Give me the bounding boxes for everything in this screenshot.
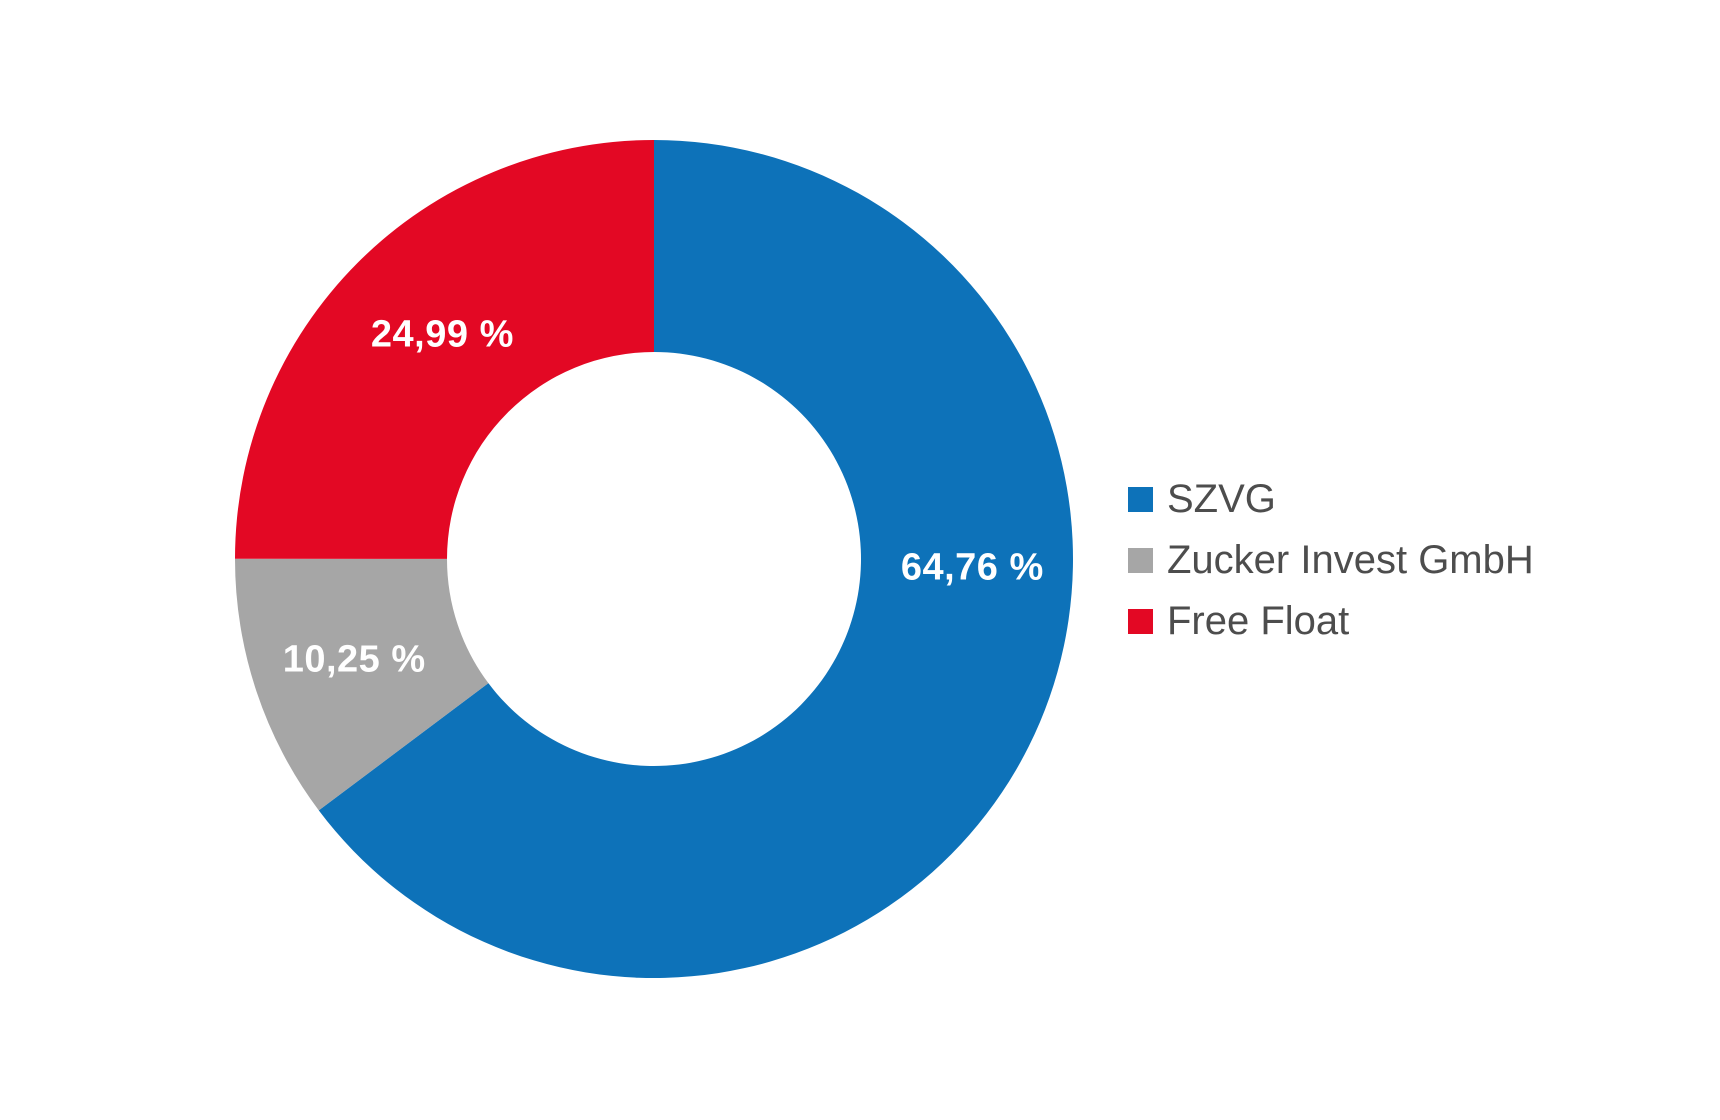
legend-item-free-float: Free Float (1128, 597, 1534, 645)
legend-swatch-zucker-invest (1128, 547, 1153, 573)
slice-label-free-float: 24,99 % (370, 313, 514, 356)
donut-slice-1 (235, 558, 489, 811)
legend-swatch-szvg (1128, 486, 1153, 512)
legend-label-szvg: SZVG (1167, 476, 1276, 521)
chart-legend: SZVG Zucker Invest GmbH Free Float (1128, 475, 1534, 658)
slice-label-zucker-invest: 10,25 % (282, 638, 426, 681)
legend-item-szvg: SZVG (1128, 475, 1534, 523)
legend-swatch-free-float (1128, 608, 1153, 634)
legend-label-zucker-invest: Zucker Invest GmbH (1167, 537, 1534, 582)
slice-label-szvg: 64,76 % (900, 546, 1044, 589)
donut-slice-0 (318, 140, 1073, 978)
legend-label-free-float: Free Float (1167, 598, 1350, 643)
legend-item-zucker-invest: Zucker Invest GmbH (1128, 536, 1534, 584)
donut-slice-2 (235, 140, 655, 559)
